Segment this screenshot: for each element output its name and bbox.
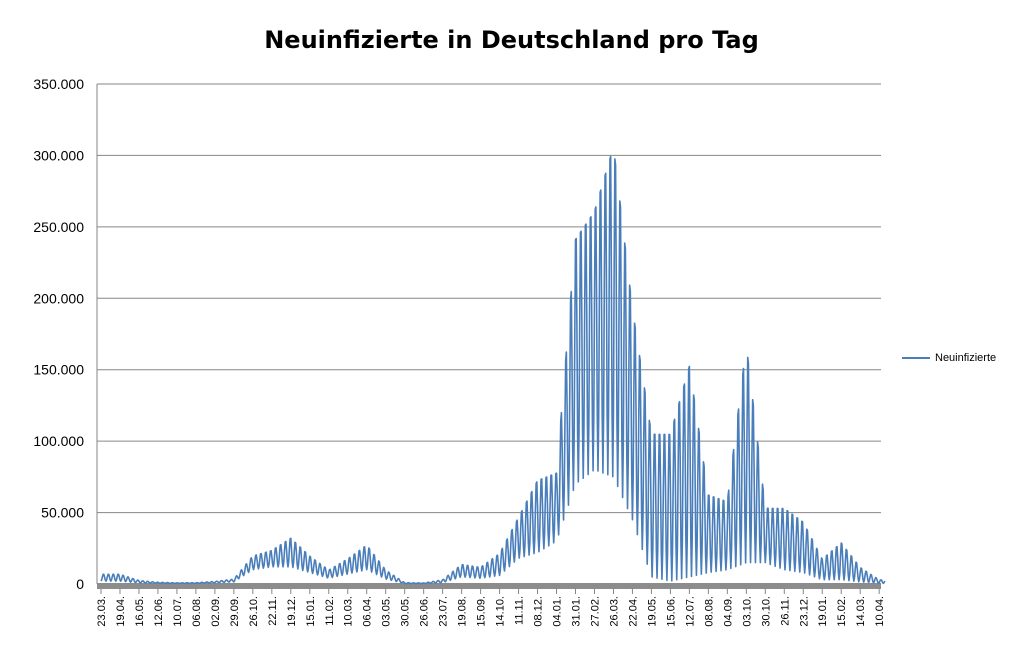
x-tick-label: 23.07. [438,596,450,627]
x-tick-label: 15.02. [836,596,848,627]
series-line-neuinfizierte [100,155,886,585]
x-tick-label: 03.10. [741,596,753,627]
x-tick-label: 31.01. [571,596,583,627]
x-tick-label: 19.04. [115,596,127,627]
x-tick-label: 11.11. [514,596,526,625]
y-tick-label: 150.000 [33,362,84,378]
x-tick-label: 19.08. [457,596,469,627]
x-tick-label: 30.05. [400,596,412,627]
x-tick-label: 26.10. [248,596,260,627]
x-axis-band [97,583,881,589]
x-tick-label: 12.07. [684,596,696,627]
y-tick-label: 350.000 [33,76,84,92]
x-tick-label: 26.11. [779,596,791,626]
x-tick-label: 30.10. [760,596,772,627]
x-tick-label: 29.09. [229,596,241,627]
y-tick-label: 300.000 [33,147,84,163]
legend: Neuinfizierte [902,352,996,364]
x-tick-label: 15.09. [476,596,488,627]
x-axis-tick-labels: 23.03. 19.04. 16.05. 12.06. 10.07. 06.08. 02.0… [96,589,886,627]
x-tick-label: 14.10. [495,596,507,627]
x-tick-label: 15.06. [665,596,677,627]
y-tick-label: 0 [76,576,84,592]
x-tick-label: 08.12. [533,596,545,627]
x-tick-label: 08.08. [703,596,715,627]
legend-swatch [902,357,930,359]
y-axis-tick-labels: 0 50.000 100.000 150.000 200.000 250.000 300.0… [33,76,84,592]
x-tick-label: 15.01. [305,596,317,627]
x-tick-label: 27.02. [589,596,601,627]
x-tick-label: 10.07. [172,596,184,627]
y-tick-label: 200.000 [33,290,84,306]
x-tick-label: 03.05. [381,596,393,627]
y-tick-label: 250.000 [33,219,84,235]
x-axis [96,84,881,589]
x-tick-label: 19.05. [646,596,658,627]
x-tick-label: 04.09. [722,596,734,627]
x-tick-label: 23.12. [798,596,810,627]
x-tick-label: 12.06. [153,596,165,627]
x-tick-label: 02.09. [210,596,222,627]
x-tick-label: 10.03. [343,596,355,627]
x-tick-label: 22.11. [267,596,279,626]
x-tick-label: 06.04. [362,596,374,627]
x-tick-label: 19.12. [286,596,298,627]
x-tick-label: 23.03. [96,596,108,627]
chart-title: Neuinfizierte in Deutschland pro Tag [264,26,759,54]
legend-label: Neuinfizierte [935,352,997,364]
x-tick-label: 10.04. [874,596,886,627]
x-tick-label: 11.02. [324,596,336,626]
x-tick-label: 19.01. [817,596,829,627]
x-tick-label: 14.03. [855,596,867,627]
y-tick-label: 100.000 [33,433,84,449]
series-layer [100,155,886,585]
x-tick-label: 04.01. [552,596,564,627]
x-tick-label: 26.06. [419,596,431,627]
y-tick-label: 50.000 [41,505,84,521]
x-tick-label: 16.05. [134,596,146,627]
x-tick-label: 22.04. [627,596,639,627]
x-tick-label: 26.03. [608,596,620,627]
x-tick-label: 06.08. [191,596,203,627]
